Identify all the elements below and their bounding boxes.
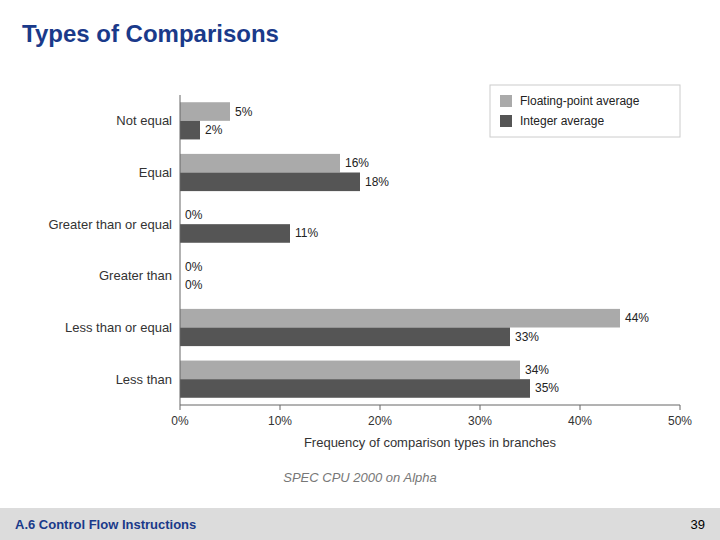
bar [180,361,520,380]
axes: 0% 10% 20% 30% 40% 50% Less than Less than or e… [48,95,692,428]
y-tick-label: Greater than [99,268,172,283]
x-tick-label: 30% [468,414,492,428]
x-tick [480,405,481,410]
bar [180,328,510,347]
x-axis-line [180,405,680,406]
x-tick-label: 10% [268,414,292,428]
y-tick-label: Less than [116,372,172,387]
subtitle: SPEC CPU 2000 on Alpha [283,470,436,485]
annotation: 39 [691,517,705,532]
x-tick-label: 40% [568,414,592,428]
data-label: 33% [515,330,539,344]
data-label: 0% [185,260,203,274]
y-tick-label: Not equal [116,113,172,128]
legend: Floating-point average Integer average [490,85,680,137]
x-tick-label: 0% [171,414,189,428]
legend-frame [490,85,680,137]
bar [180,121,200,140]
chart: Types of Comparisons 34% 44% 0% 0% 16% 5% 35% 33… [0,0,720,540]
data-label: 18% [365,175,389,189]
y-tick-label: Less than or equal [65,320,172,335]
x-tick [380,405,381,410]
data-label: 0% [185,278,203,292]
bar [180,224,290,243]
legend-swatch [500,95,512,107]
x-tick [280,405,281,410]
data-labels: 34% 44% 0% 0% 16% 5% 35% 33% 0% 11% 18% 2% [185,105,649,396]
bar [180,379,530,398]
legend-swatch [500,115,512,127]
data-label: 44% [625,311,649,325]
footer: A.6 Control Flow Instructions 39 [0,508,720,540]
legend-label: Integer average [520,114,604,128]
bars [180,102,620,398]
footer-bar [0,508,720,540]
y-tick-label: Greater than or equal [48,217,172,232]
x-tick-label: 20% [368,414,392,428]
data-label: 2% [205,123,223,137]
data-label: 0% [185,208,203,222]
data-label: 16% [345,156,369,170]
annotation: A.6 Control Flow Instructions [15,517,196,532]
x-tick [680,405,681,410]
y-axis-line [180,95,181,405]
legend-label: Floating-point average [520,94,640,108]
y-tick-label: Equal [139,165,172,180]
data-label: 34% [525,363,549,377]
title: Types of Comparisons [22,20,279,47]
bar [180,102,230,121]
data-label: 11% [295,226,318,240]
x-tick [180,405,181,410]
bar [180,154,340,173]
x-axis-label: Frequency of comparison types in branche… [304,435,557,450]
bar [180,173,360,192]
data-label: 5% [235,105,253,119]
bar [180,309,620,328]
data-label: 35% [535,381,559,395]
x-tick-label: 50% [668,414,692,428]
x-tick [580,405,581,410]
